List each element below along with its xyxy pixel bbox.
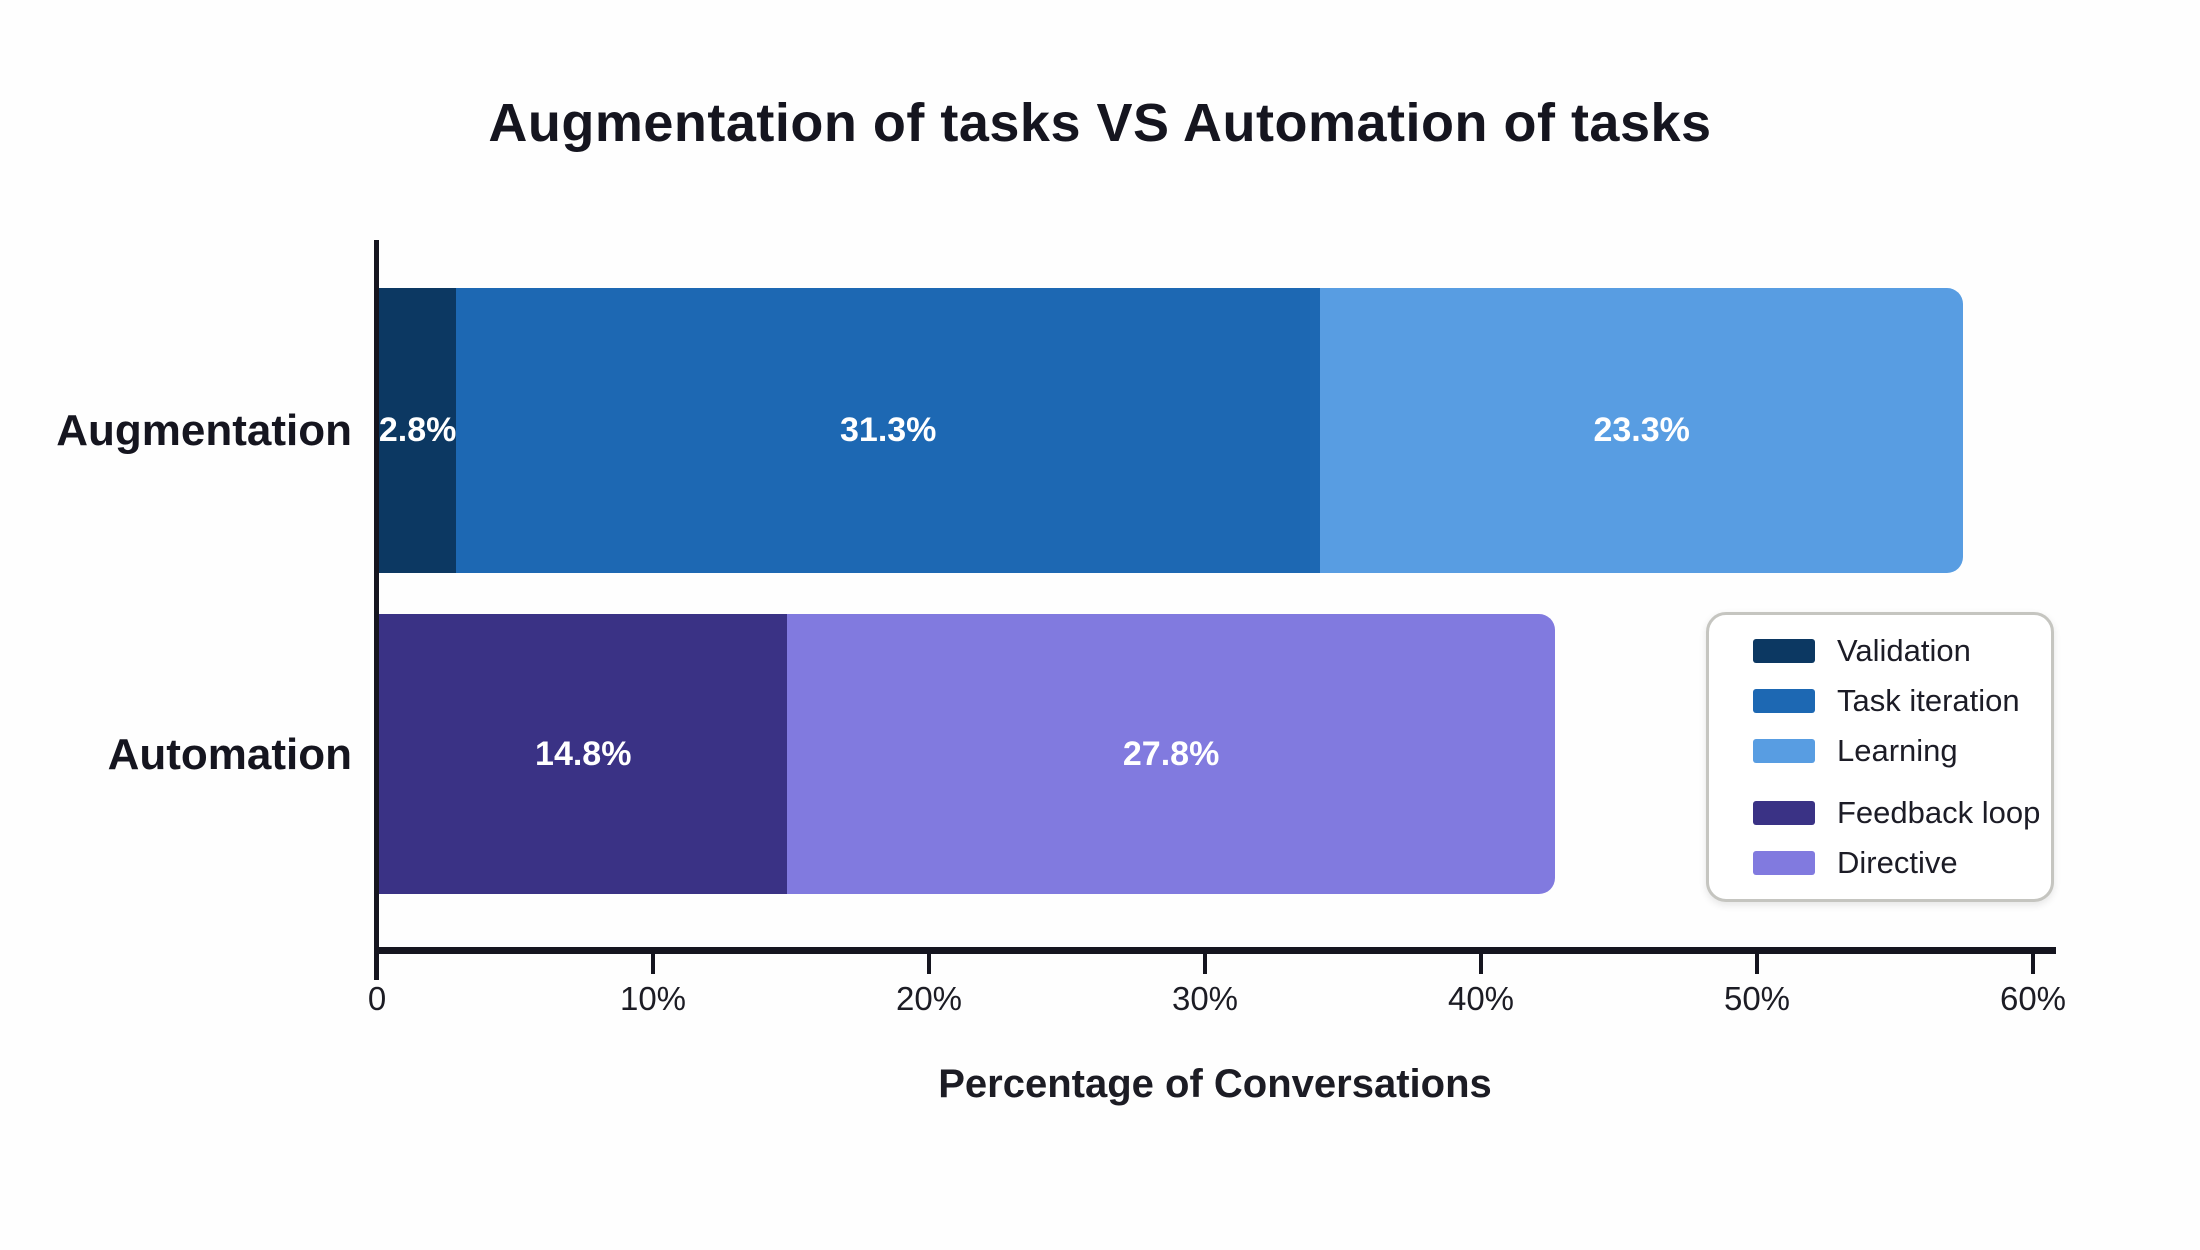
legend-swatch-task-iteration [1753,689,1815,713]
x-tick-mark [1755,954,1759,974]
legend-label: Validation [1837,633,1971,668]
legend-swatch-validation [1753,639,1815,663]
category-label-augmentation: Augmentation [56,406,352,455]
legend-item-learning: Learning [1753,733,2051,769]
legend-item-validation: Validation [1753,633,2051,669]
legend-item-feedback-loop: Feedback loop [1753,795,2051,831]
bar-augmentation: 2.8% 31.3% 23.3% [379,288,1964,573]
legend-label: Learning [1837,733,1958,768]
legend-label: Directive [1837,845,1958,880]
x-tick-mark [1479,954,1483,974]
legend-item-directive: Directive [1753,845,2051,881]
legend-group: Validation Task iteration Learning [1753,633,2051,769]
legend-swatch-directive [1753,851,1815,875]
legend-box: Validation Task iteration Learning Feedback… [1706,612,2054,902]
legend-group: Feedback loop Directive [1753,795,2051,881]
bar-segment-value-label: 27.8% [1122,734,1220,773]
x-tick-mark [375,954,379,974]
x-tick-mark [651,954,655,974]
x-tick-mark [927,954,931,974]
y-axis-spine [374,240,379,980]
legend-swatch-learning [1753,739,1815,763]
legend-swatch-feedback-loop [1753,801,1815,825]
bar-segment-value-label: 2.8% [378,411,457,449]
x-tick-label: 20% [895,980,963,1017]
bar-segment-directive: 27.8% [787,614,1555,894]
bar-segment-task-iteration: 31.3% [456,288,1321,573]
bar-segment-feedback-loop: 14.8% [379,614,788,894]
x-tick-label: 60% [1999,980,2067,1017]
chart-title: Augmentation of tasks VS Automation of t… [488,93,1712,153]
bar-segment-learning: 23.3% [1320,288,1964,573]
x-tick-label: 0 [367,980,387,1017]
x-axis-line [374,947,2056,954]
x-tick-label: 10% [619,980,687,1017]
legend-item-task-iteration: Task iteration [1753,683,2051,719]
legend-label: Feedback loop [1837,795,2041,830]
bar-segment-value-label: 31.3% [840,411,937,449]
bar-segment-value-label: 23.3% [1593,411,1690,449]
legend-label: Task iteration [1837,683,2020,718]
x-tick-mark [1203,954,1207,974]
bar-segment-value-label: 14.8% [535,734,632,773]
bar-segment-validation: 2.8% [379,288,456,573]
x-tick-mark [2031,954,2035,974]
x-tick-label: 30% [1171,980,1239,1017]
category-label-automation: Automation [107,730,352,779]
x-tick-label: 50% [1723,980,1791,1017]
x-axis-title: Percentage of Conversations [938,1062,1492,1106]
bar-automation: 14.8% 27.8% [379,614,1555,894]
x-tick-label: 40% [1447,980,1515,1017]
